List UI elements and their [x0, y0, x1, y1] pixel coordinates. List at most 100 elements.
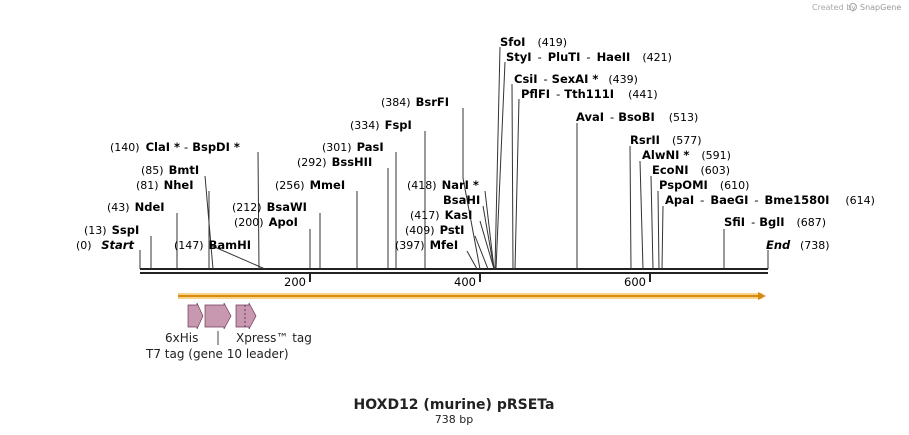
site-fspi[interactable]: (334) FspI [350, 118, 412, 132]
leader-sfoi [494, 46, 501, 270]
site-mmei[interactable]: (256) MmeI [275, 178, 345, 192]
feature-xpress-tag[interactable] [235, 302, 257, 330]
site-bmti[interactable]: (85) BmtI [141, 163, 199, 177]
site-apai[interactable]: ApaI - BaeGI - Bme1580I (614) [665, 193, 875, 207]
map-length: 738 bp [435, 413, 473, 426]
site-pos: (577) [672, 134, 702, 147]
end-pos: (738) [800, 239, 830, 252]
leader-pflfi [514, 98, 520, 270]
start-pos: (0) [76, 239, 92, 252]
site-separator: - [751, 215, 755, 229]
tick-label-200: 200 [284, 275, 306, 289]
site-econi[interactable]: EcoNI (603) [652, 163, 730, 177]
site-pos: (397) [395, 239, 425, 252]
site-rsrii[interactable]: RsrII (577) [630, 133, 702, 147]
site-separator: - [610, 110, 614, 124]
site-psti[interactable]: (409) PstI [405, 223, 464, 237]
map-title: HOXD12 (murine) pRSETa [354, 397, 555, 413]
site-pos: (687) [796, 216, 826, 229]
site-bsshii[interactable]: (292) BssHII [297, 155, 372, 169]
site-clai[interactable]: (140) ClaI * - BspDI * [110, 140, 240, 154]
site-name: KasI [445, 208, 473, 222]
site-name: BmtI [169, 163, 200, 177]
leader-bmti [204, 175, 214, 270]
site-sfii[interactable]: SfiI - BglI (687) [724, 215, 826, 229]
site-bamhi[interactable]: (147) BamHI [174, 238, 251, 252]
site-ndei[interactable]: (43) NdeI [107, 200, 165, 214]
site-apoi[interactable]: (200) ApoI [234, 215, 298, 229]
site-pos: (421) [642, 51, 672, 64]
site-name: BsrFI [416, 95, 449, 109]
site-name: MfeI [430, 238, 459, 252]
tick-label-600: 600 [624, 275, 646, 289]
site-pos: (591) [701, 149, 731, 162]
leader-rsrii [629, 145, 632, 270]
site-name: NheI [164, 178, 194, 192]
site-pos: (441) [628, 88, 658, 101]
feature-t7-tag[interactable] [204, 302, 232, 330]
leader-bsahi [482, 205, 495, 270]
site-name: AvaI [576, 110, 604, 124]
site-separator: - [544, 72, 548, 86]
site-pspomi[interactable]: PspOMI (610) [659, 178, 749, 192]
site-name: CsiI [514, 72, 538, 86]
site-separator: - [754, 193, 758, 207]
feature-label-6xhis: 6xHis [165, 331, 198, 345]
leader-bamhi [209, 244, 266, 270]
site-name: PflFI [521, 87, 550, 101]
feature-arrow-icon [204, 302, 232, 330]
site-pos: (301) [322, 141, 352, 154]
site-pasi[interactable]: (301) PasI [322, 140, 384, 154]
site-name3: Bme1580I [765, 193, 830, 207]
site-pos: (212) [232, 201, 262, 214]
leader-alwni [639, 160, 644, 270]
site-name2: SexAI * [552, 72, 599, 86]
feature-6xhis[interactable] [187, 302, 204, 330]
site-mfei[interactable]: (397) MfeI [395, 238, 458, 252]
site-csii[interactable]: CsiI - SexAI * (439) [514, 72, 638, 86]
site-nari[interactable]: (418) NarI * [407, 178, 479, 192]
site-avai[interactable]: AvaI - BsoBI (513) [576, 110, 698, 124]
site-pos: (419) [537, 36, 567, 49]
start-label: (0) Start [76, 238, 134, 252]
site-sspi[interactable]: (13) SspI [84, 223, 139, 237]
site-pos: (334) [350, 119, 380, 132]
site-pos: (43) [107, 201, 130, 214]
start-text: Start [101, 238, 134, 252]
site-pos: (85) [141, 164, 164, 177]
site-alwni[interactable]: AlwNI * (591) [642, 148, 731, 162]
site-leaders [139, 46, 769, 270]
site-pflfi[interactable]: PflFI - Tth111I (441) [521, 87, 658, 101]
site-pos: (614) [845, 194, 875, 207]
site-kasi[interactable]: (417) KasI [410, 208, 472, 222]
site-bsahi[interactable]: BsaHI [443, 193, 480, 207]
site-name: EcoNI [652, 163, 688, 177]
site-pos: (200) [234, 216, 264, 229]
site-sfoi[interactable]: SfoI (419) [500, 35, 567, 49]
site-pos: (603) [700, 164, 730, 177]
site-bsrfi[interactable]: (384) BsrFI [381, 95, 449, 109]
site-styi[interactable]: StyI - PluTI - HaeII (421) [506, 50, 672, 64]
leader-bsrfi-b [462, 177, 481, 270]
leader-nari [484, 190, 495, 270]
site-name: BamHI [209, 238, 251, 252]
site-pos: (513) [669, 111, 699, 124]
site-pos: (81) [136, 179, 159, 192]
leader-pspomi [657, 190, 660, 270]
site-separator: - [184, 140, 188, 154]
site-separator: - [556, 87, 560, 101]
leader-clai [257, 151, 260, 270]
site-bsawi[interactable]: (212) BsaWI [232, 200, 307, 214]
site-name: ApaI [665, 193, 694, 207]
site-name: BssHII [332, 155, 373, 169]
site-pos: (439) [608, 73, 638, 86]
site-pos: (292) [297, 156, 327, 169]
site-nhei[interactable]: (81) NheI [136, 178, 193, 192]
site-name: BsaWI [267, 200, 307, 214]
site-pos: (610) [720, 179, 750, 192]
site-pos: (13) [84, 224, 107, 237]
site-pos: (384) [381, 96, 411, 109]
site-pos: (147) [174, 239, 204, 252]
feature-label-t7-tag: T7 tag (gene 10 leader) [145, 347, 289, 361]
orf-arrowhead-icon [758, 292, 766, 300]
